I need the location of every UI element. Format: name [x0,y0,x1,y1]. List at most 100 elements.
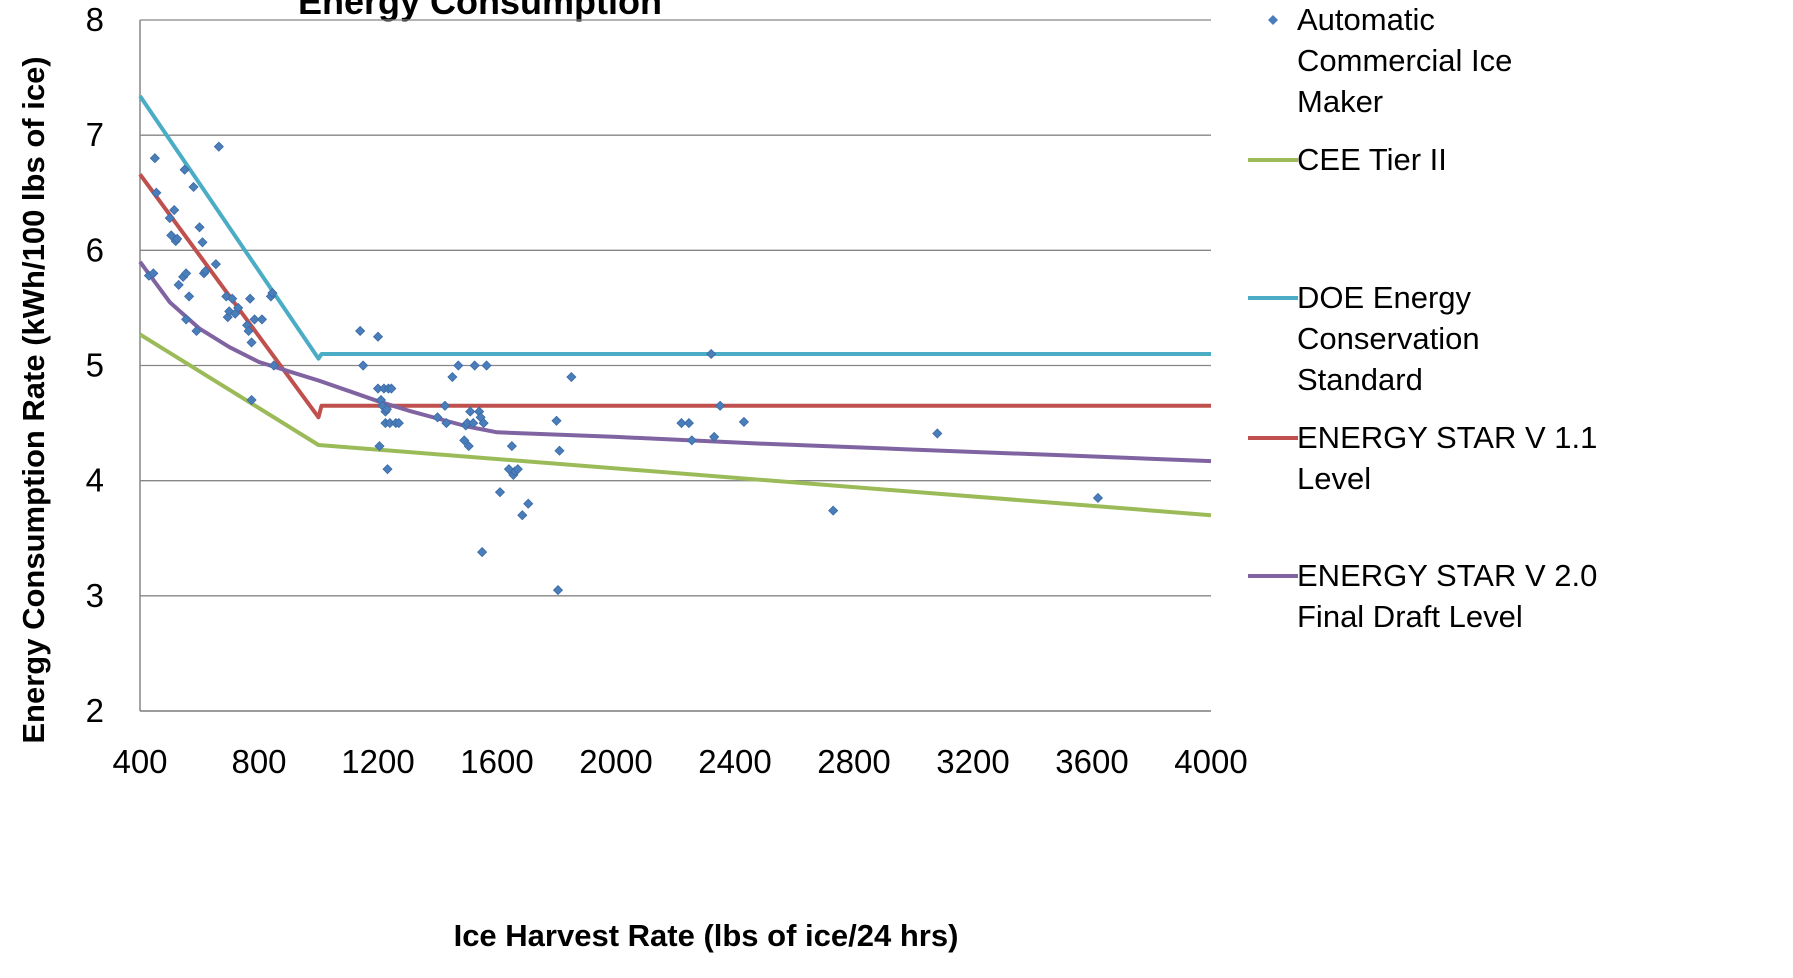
x-tick-label: 4000 [1174,743,1247,780]
data-point [439,400,451,411]
x-tick-label: 800 [231,743,286,780]
data-point [381,404,392,415]
legend-label: ENERGY STAR V 1.1 [1297,420,1597,455]
data-point [246,394,257,406]
legend-entry: ENERGY STAR V 1.1 Level [1248,420,1597,496]
x-tick-label: 2800 [817,743,890,780]
data-point [1092,492,1104,504]
x-tick-label: 400 [112,743,167,780]
legend-entry: ENERGY STAR V 2.0 Final Draft Level [1248,558,1597,634]
x-tick-label: 1600 [460,743,533,780]
chart-title: Energy Consumption [298,0,662,22]
data-point [173,279,184,290]
series [138,94,1212,596]
legend-entry: Automatic Commercial Ice Maker [1268,2,1512,119]
data-point [233,302,244,313]
data-point [738,416,749,427]
data-point [249,314,260,325]
data-point [372,331,384,342]
data-point [151,187,162,198]
data-point [213,141,224,152]
y-tick-label: 7 [86,116,104,153]
data-point [184,291,195,302]
data-point [181,314,192,325]
data-point [465,406,476,417]
data-point [197,237,208,248]
y-tick-label: 6 [86,231,104,268]
data-point [355,325,366,337]
data-point [683,418,694,429]
data-point [517,510,528,521]
data-point [243,325,254,337]
data-point [200,265,211,277]
data-point [566,371,577,383]
legend-entry: DOE Energy Conservation Standard [1248,280,1480,397]
data-point [715,400,726,411]
tick-labels: 2 3 4 5 6 7 8 400 800 1200 1600 2000 2400 2800 3200 360… [86,1,1248,780]
gridlines [140,19,1211,712]
data-point [179,164,190,175]
data-point [191,325,202,337]
legend-label: DOE Energy [1297,280,1472,315]
data-point [267,287,278,299]
data-point [172,233,183,244]
x-tick-label: 3200 [936,743,1009,780]
data-point [468,418,479,429]
data-point [166,230,177,241]
data-point [523,498,534,509]
legend-label: Conservation [1297,321,1480,356]
legend-label: Commercial Ice [1297,43,1512,78]
x-axis-title: Ice Harvest Rate (lbs of ice/24 hrs) [454,918,959,953]
data-point [494,487,506,498]
data-point [481,360,492,371]
legend-entry: CEE Tier II [1248,142,1447,177]
y-tick-label: 4 [86,462,104,499]
data-point [447,371,458,383]
chart-title-layer: Energy Consumption [298,0,662,22]
data-point [382,464,393,475]
x-tick-label: 1200 [341,743,414,780]
series-line-energy-star-v-1-1-level [138,173,1211,420]
data-point [374,441,385,452]
data-point [164,213,175,224]
data-point [477,547,488,558]
data-point [506,441,517,452]
legend-label: Final Draft Level [1297,599,1523,634]
data-point [256,314,268,325]
data-point [686,435,697,446]
data-point [554,445,565,456]
legend: Automatic Commercial Ice Maker CEE Tier II D… [1248,2,1597,634]
data-point [551,415,562,426]
x-tick-label: 2000 [579,743,652,780]
legend-label: Maker [1297,84,1383,119]
legend-label: Automatic [1297,2,1435,37]
data-point [148,268,159,279]
data-point [268,360,279,371]
data-point [246,337,257,348]
data-point [478,418,489,429]
x-tick-label: 2400 [698,743,771,780]
data-point [169,204,180,216]
data-point [828,505,839,516]
data-point [386,383,397,394]
data-point [149,153,160,164]
data-point [245,293,256,304]
data-point [188,181,199,193]
legend-label: Level [1297,461,1371,496]
series-line-cee-tier-ii [138,332,1212,518]
data-point [459,435,470,446]
y-tick-label: 3 [86,577,104,614]
y-axis-title: Energy Consumption Rate (kWh/100 lbs of … [16,56,51,743]
series-line-doe-energy-conservation-standard [138,94,1211,361]
data-point [224,306,235,317]
data-point [463,441,474,452]
data-point [441,418,452,429]
data-point [181,268,192,279]
data-point [706,348,717,360]
data-point [194,222,205,233]
data-point [676,418,687,429]
data-point [358,360,369,371]
data-point [469,360,480,371]
axes [139,20,1211,712]
